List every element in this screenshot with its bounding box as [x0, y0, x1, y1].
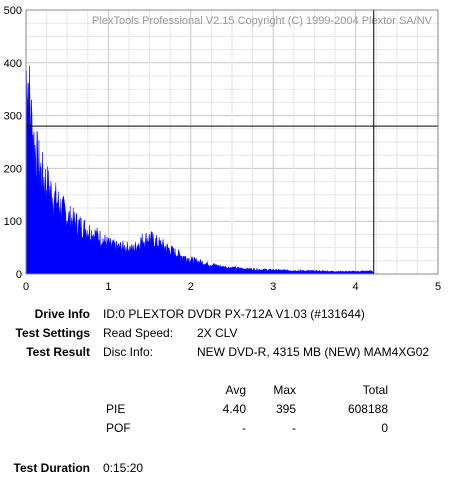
drive-info-label: Drive Info — [34, 307, 90, 321]
chart-title: PlexTools Professional V2.15 Copyright (… — [92, 15, 433, 27]
x-tick-label: 1 — [105, 281, 111, 293]
stats-row-total: 0 — [381, 421, 388, 435]
plot-border — [25, 9, 439, 275]
y-tick-label: 400 — [4, 58, 22, 70]
x-tick-label: 0 — [23, 281, 29, 293]
x-tick-labels: 0 1 2 3 4 5 — [23, 281, 441, 293]
stats-row-total: 608188 — [347, 402, 388, 416]
y-tick-label: 200 — [4, 163, 22, 175]
x-tick-label: 2 — [188, 281, 194, 293]
read-speed-value: 2X CLV — [197, 326, 238, 340]
x-tick-label: 5 — [435, 281, 441, 293]
stats-row-max: - — [292, 421, 296, 435]
stats-row-name: POF — [106, 421, 131, 435]
stats-row-name: PIE — [106, 402, 126, 416]
pie-chart: PlexTools Professional V2.15 Copyright (… — [4, 5, 441, 293]
stats-row-avg: 4.40 — [222, 402, 246, 416]
stats-header-avg: Avg — [225, 383, 246, 397]
y-tick-label: 500 — [4, 5, 22, 17]
stats-header-max: Max — [273, 383, 296, 397]
x-tick-label: 3 — [270, 281, 276, 293]
stats-header-total: Total — [362, 383, 388, 397]
y-tick-labels: 0 100 200 300 400 500 — [4, 5, 22, 281]
stats-row-max: 395 — [275, 402, 296, 416]
stats-row-avg: - — [242, 421, 246, 435]
y-tick-label: 0 — [16, 269, 22, 281]
test-duration-value: 0:15:20 — [103, 461, 144, 475]
y-tick-label: 300 — [4, 111, 22, 123]
drive-info-value: ID:0 PLEXTOR DVDR PX-712A V1.03 (#131644… — [103, 307, 365, 321]
y-tick-label: 100 — [4, 216, 22, 228]
test-duration-label: Test Duration — [13, 461, 90, 475]
read-speed-key: Read Speed: — [103, 326, 174, 340]
test-result-label: Test Result — [26, 345, 90, 359]
disc-info-value: NEW DVD-R, 4315 MB (NEW) MAM4XG02 — [197, 345, 430, 359]
test-settings-label: Test Settings — [15, 326, 90, 340]
pie-area — [25, 66, 374, 275]
disc-info-key: Disc Info: — [103, 345, 154, 359]
x-tick-label: 4 — [353, 281, 359, 293]
